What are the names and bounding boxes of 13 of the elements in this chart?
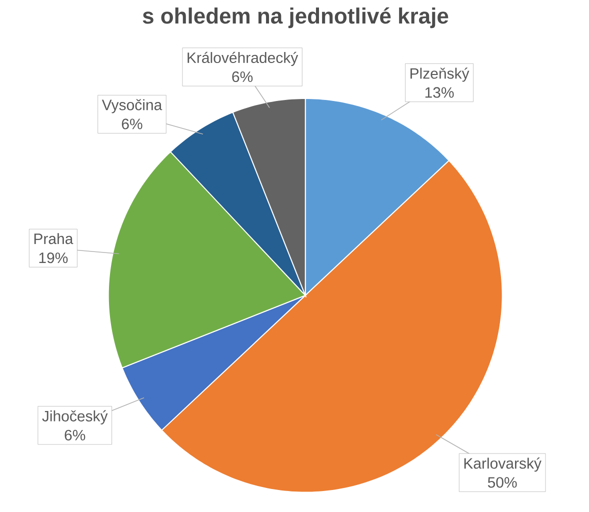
- data-label: 6%: [64, 430, 86, 440]
- slice-label: Královéhradecký: [188, 52, 298, 66]
- data-label: 19%: [39, 252, 68, 264]
- data-label: 13%: [425, 87, 454, 98]
- data-label: 6%: [122, 118, 142, 130]
- data-label: 6%: [232, 71, 253, 82]
- slice-label: Vysočina: [102, 99, 162, 114]
- data-label: 50%: [488, 477, 517, 488]
- slice-label: Karlovarský: [464, 458, 542, 472]
- chart-title: s ohledem na jednotlivé kraje: [142, 7, 448, 28]
- slice-label: Jihočeský: [42, 410, 108, 424]
- slice-label: Plzeňský: [410, 68, 470, 82]
- slice-label: Praha: [34, 233, 74, 244]
